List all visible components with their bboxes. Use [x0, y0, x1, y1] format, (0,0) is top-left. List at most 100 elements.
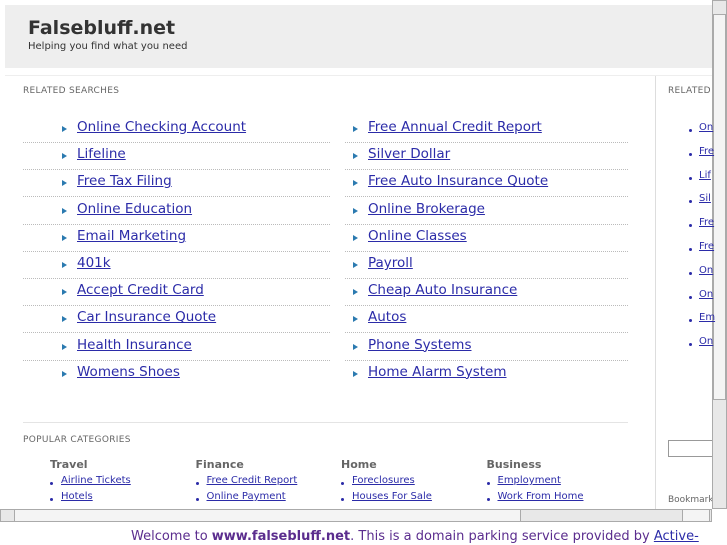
arrow-icon — [353, 126, 358, 132]
header — [5, 5, 712, 68]
scroll-buttons[interactable] — [682, 509, 710, 522]
separator — [23, 196, 330, 198]
category-link[interactable]: Employment — [497, 475, 561, 486]
site-subtitle: Helping you find what you need — [28, 41, 188, 52]
bullet — [689, 200, 692, 204]
search-link[interactable]: Accept Credit Card — [77, 282, 204, 299]
search-link[interactable]: Free Auto Insurance Quote — [368, 173, 549, 190]
bullet — [689, 295, 692, 299]
arrow-icon — [62, 262, 67, 268]
divider — [23, 422, 628, 423]
arrow-icon — [62, 289, 67, 296]
section-title: POPULAR CATEGORIES — [23, 435, 131, 445]
arrow-icon — [62, 207, 67, 214]
sidebar-link[interactable]: Fre — [699, 241, 715, 252]
footer-text: Welcome to — [131, 529, 212, 544]
sidebar-link[interactable]: Em — [699, 312, 716, 324]
arrow-icon — [353, 289, 358, 296]
footer-link[interactable]: Active- — [653, 529, 699, 544]
search-link[interactable]: Autos — [368, 309, 407, 326]
arrow-icon — [353, 207, 358, 214]
arrow-icon — [353, 316, 358, 323]
separator — [23, 250, 330, 252]
bullet — [689, 343, 692, 347]
sidebar-link[interactable]: On — [699, 264, 714, 276]
arrow-icon — [353, 234, 358, 241]
bullet — [50, 498, 53, 501]
sidebar-link[interactable]: Lif — [699, 169, 711, 181]
bullet — [689, 248, 692, 251]
sidebar-link[interactable]: Sil — [699, 193, 711, 205]
category-link[interactable]: Online Payment — [206, 491, 286, 502]
search-input[interactable] — [668, 440, 718, 457]
separator — [345, 359, 628, 361]
bullet — [486, 498, 490, 501]
bullet — [50, 482, 53, 485]
category-link[interactable]: Free Credit Report — [206, 475, 298, 486]
bullet — [689, 176, 692, 180]
search-link[interactable]: Online Brokerage — [368, 200, 485, 217]
search-link[interactable]: Online Education — [77, 200, 193, 217]
sidebar-link[interactable]: On — [699, 288, 714, 300]
search-link[interactable]: Phone Systems — [368, 336, 472, 353]
category-heading: Home — [341, 458, 377, 471]
search-link[interactable]: Payroll — [368, 255, 413, 271]
bullet — [689, 129, 692, 132]
arrow-icon — [62, 316, 67, 323]
category-link[interactable]: Hotels — [61, 491, 93, 502]
bullet — [689, 152, 692, 156]
search-link[interactable]: Email Marketing — [77, 227, 187, 244]
separator — [23, 305, 330, 307]
search-link[interactable]: Free Tax Filing — [77, 173, 172, 190]
separator — [345, 278, 628, 279]
category-link[interactable]: Houses For Sale — [352, 491, 432, 502]
search-link[interactable]: Free Annual Credit Report — [368, 119, 542, 135]
arrow-icon — [62, 370, 67, 377]
bullet — [341, 482, 344, 485]
search-link[interactable]: Cheap Auto Insurance — [368, 282, 518, 299]
search-link[interactable]: Health Insurance — [77, 336, 192, 353]
sidebar-title: RELATED — [668, 86, 711, 96]
search-link[interactable]: 401k — [77, 255, 111, 271]
bullet — [689, 271, 692, 275]
search-link[interactable]: Online Checking Account — [77, 119, 247, 135]
bookmark[interactable]: Bookmark — [668, 495, 714, 505]
sidebar-link[interactable]: On — [699, 336, 714, 348]
search-link[interactable]: Silver Dollar — [368, 146, 451, 163]
site-title: Falsebluff.net — [28, 17, 176, 39]
separator — [23, 223, 330, 225]
bullet — [689, 319, 692, 323]
category-link[interactable]: Airline Tickets — [61, 475, 131, 486]
arrow-icon — [62, 180, 67, 187]
arrow-icon — [353, 262, 358, 268]
arrow-icon — [62, 126, 67, 132]
separator — [23, 278, 330, 279]
divider — [655, 75, 656, 509]
separator — [345, 332, 628, 334]
search-link[interactable]: Womens Shoes — [77, 363, 180, 380]
bullet — [486, 482, 490, 485]
separator — [345, 169, 628, 171]
sidebar-link[interactable]: Fre — [699, 145, 715, 157]
scroll-thumb[interactable] — [713, 14, 726, 400]
footer: Welcome to www.falsebluff.net. This is a… — [131, 529, 699, 544]
category-link[interactable]: Work From Home — [497, 491, 584, 502]
category-link[interactable]: Foreclosures — [352, 475, 415, 486]
search-link[interactable]: Car Insurance Quote — [77, 309, 217, 326]
category-heading: Travel — [50, 458, 88, 471]
scroll-thumb[interactable] — [14, 509, 521, 522]
sidebar-link[interactable]: On — [699, 122, 714, 133]
search-link[interactable]: Home Alarm System — [368, 363, 507, 380]
search-link[interactable]: Lifeline — [77, 146, 126, 163]
section-title: RELATED SEARCHES — [23, 86, 120, 96]
footer-text: . This is a domain parking service provi… — [350, 529, 654, 544]
search-link[interactable]: Online Classes — [368, 227, 467, 244]
bullet — [195, 498, 199, 501]
arrow-icon — [62, 153, 67, 160]
separator — [23, 332, 330, 334]
bullet — [341, 498, 344, 501]
separator — [23, 359, 330, 361]
divider — [5, 75, 712, 76]
separator — [345, 223, 628, 225]
sidebar-link[interactable]: Fre — [699, 217, 715, 229]
